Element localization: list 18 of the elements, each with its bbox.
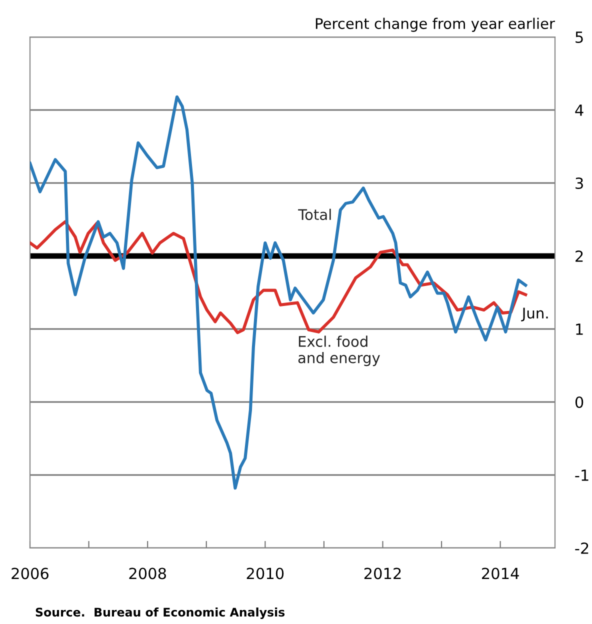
x-tick-label: 2006 (12, 568, 48, 580)
y-tick-label: 5 (576, 32, 583, 44)
y-tick-label: 0 (575, 396, 584, 408)
annotation: Jun. (521, 308, 548, 322)
y-tick-label: 3 (576, 177, 583, 190)
series-label: Excl. food and energy (298, 336, 380, 366)
x-tick-label: 2012 (364, 568, 401, 580)
x-tick-label: 2008 (129, 568, 166, 580)
y-tick-label: 1 (576, 324, 583, 335)
y-tick-label: -2 (575, 542, 588, 554)
y-tick-label: -1 (575, 470, 588, 481)
y-axis-title: Percent change from year earlier (316, 18, 555, 32)
x-tick-label: 2014 (482, 568, 519, 580)
y-tick-label: 4 (575, 104, 584, 116)
series-label: Total (298, 208, 331, 220)
x-tick-label: 2010 (246, 568, 284, 580)
source-note: Source. Bureau of Economic Analysis (36, 607, 285, 620)
y-tick-label: 2 (576, 250, 583, 262)
